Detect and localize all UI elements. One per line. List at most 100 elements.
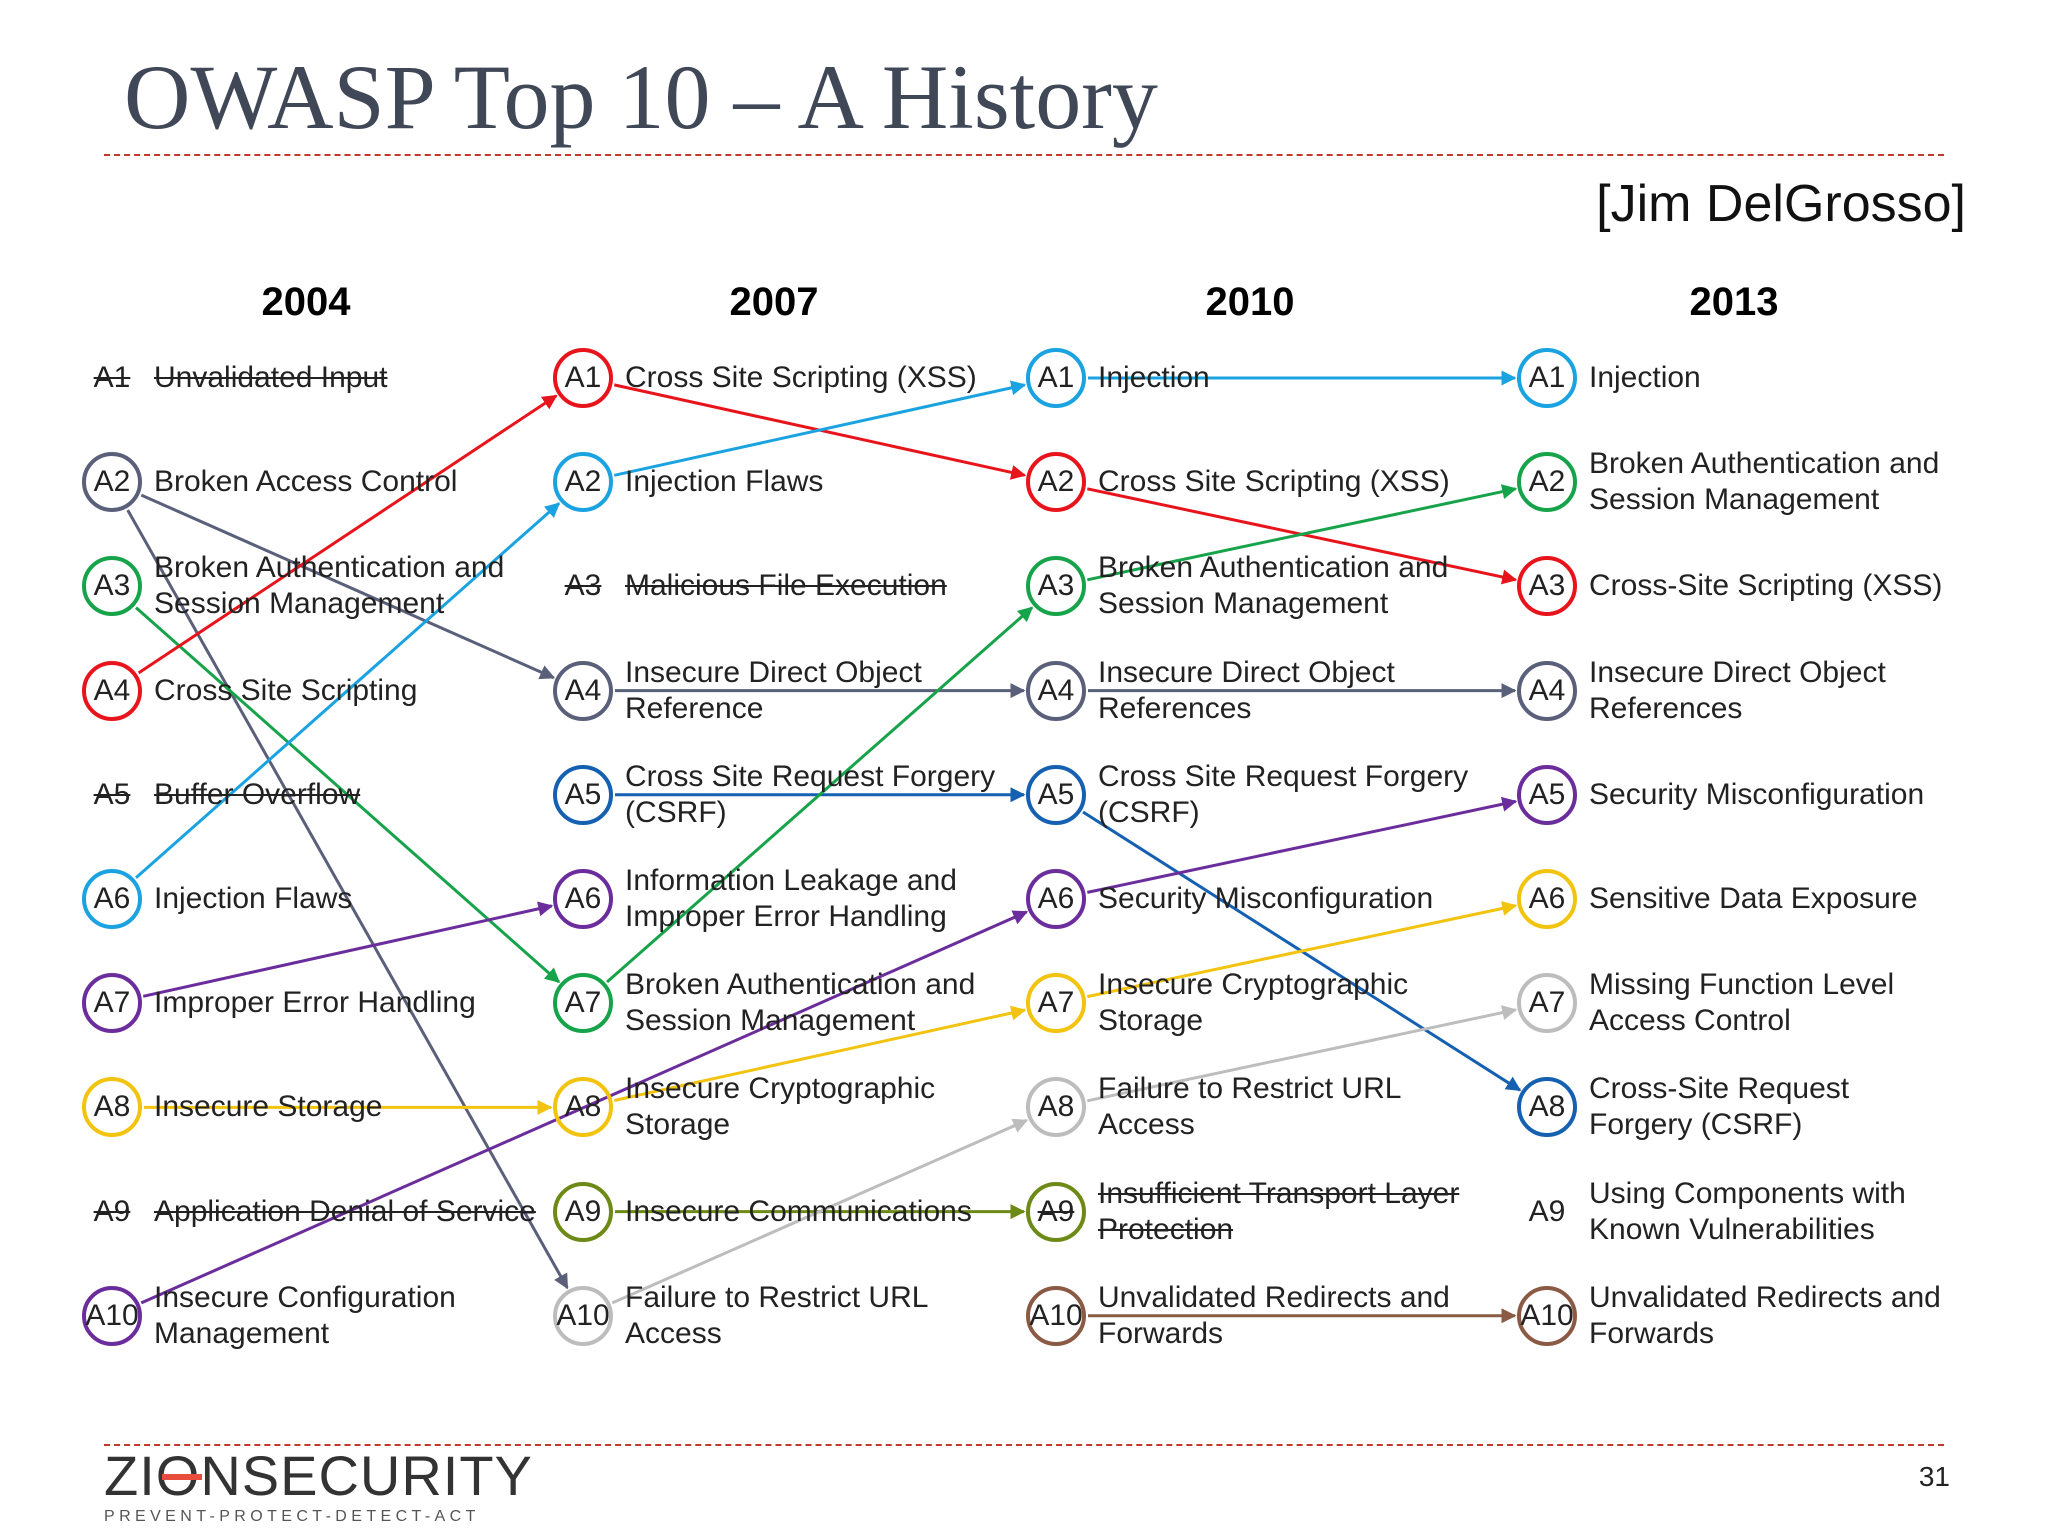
arrow-2007-a10-to-2010-a8 (611, 1118, 1029, 1305)
risk-label-2004-a1: Unvalidated Input (154, 361, 388, 394)
rank-badge-2007-a9: A9 (553, 1181, 613, 1242)
rank-badge-2004-a10: A10 (82, 1285, 142, 1346)
rank-badge-2010-a9: A9 (1026, 1181, 1086, 1242)
rank-badge-2013-a1: A1 (1517, 348, 1577, 408)
risk-label-2013-a4-line2: References (1589, 691, 1743, 725)
arrow-2010-a3-to-2013-a2 (1086, 484, 1518, 582)
risk-label-2010-a4-line2: References (1098, 691, 1252, 725)
bottom-divider (104, 1444, 1944, 1446)
rank-code-2004-a5: A5 (93, 777, 131, 811)
risk-label-2013-a10-line1: Unvalidated Redirects and (1589, 1280, 1941, 1314)
rank-badge-2010-a10: A10 (1026, 1285, 1086, 1346)
risk-label-2007-a6-line2: Improper Error Handling (625, 900, 947, 933)
risk-label-2010-a10-line1: Unvalidated Redirects and (1098, 1280, 1450, 1314)
risk-label-2007-a5-line1: Cross Site Request Forgery (625, 759, 996, 793)
risk-label-2013-a7-line1: Missing Function Level (1589, 968, 1895, 1002)
risk-label-2013-a3: Cross-Site Scripting (XSS) (1589, 569, 1943, 603)
arrow-2004-a2-to-2007-a4 (140, 493, 556, 680)
risk-label-2004-a10-line2: Management (154, 1316, 330, 1350)
risk-label-2007-a10-line1: Failure to Restrict URL (625, 1280, 929, 1314)
risk-label-2004-a4: Cross Site Scripting (154, 673, 418, 707)
top-divider (104, 154, 1944, 156)
rank-badge-2007-a5: A5 (553, 764, 613, 825)
risk-label-2010-a5-line2: (CSRF) (1098, 795, 1200, 829)
rank-badge-2010-a6: A6 (1026, 869, 1086, 929)
rank-badge-2007-a2: A2 (553, 452, 613, 513)
risk-label-2010-a7-line2: Storage (1098, 1004, 1204, 1038)
risk-label-2013-a5: Security Misconfiguration (1589, 777, 1925, 811)
risk-label-2007-a10-line2: Access (625, 1316, 722, 1350)
rank-badge-2013-a8: A8 (1517, 1077, 1577, 1138)
year-heading-2013: 2013 (1689, 280, 1779, 324)
rank-code-2013-a9: A9 (1528, 1194, 1566, 1228)
risk-label-2010-a8-line2: Access (1098, 1108, 1195, 1142)
rank-badge-2013-a5: A5 (1517, 764, 1577, 825)
risk-label-2004-a3-line1: Broken Authentication and (154, 551, 505, 585)
arrow-2004-a4-to-2007-a1 (137, 394, 558, 675)
rank-badge-2007-a8: A8 (553, 1077, 613, 1138)
rank-badge-2007-a6: A6 (553, 869, 613, 929)
rank-badge-2004-a6: A6 (82, 869, 142, 929)
year-heading-2007: 2007 (729, 280, 819, 324)
risk-label-2013-a10-line2: Forwards (1589, 1316, 1715, 1350)
risk-label-2004-a3-line2: Session Management (154, 587, 445, 621)
arrow-2004-a7-to-2007-a6 (142, 901, 554, 998)
risk-label-2007-a4-line2: Reference (625, 691, 764, 725)
rank-badge-2007-a10: A10 (553, 1285, 613, 1346)
risk-label-2013-a7-line2: Access Control (1589, 1004, 1791, 1038)
risk-label-2010-a3-line1: Broken Authentication and (1098, 551, 1449, 585)
risk-label-2004-a7: Improper Error Handling (154, 986, 476, 1020)
arrow-2004-a6-to-2007-a2 (135, 502, 561, 879)
rank-badge-2010-a7: A7 (1026, 973, 1086, 1034)
rank-badge-2010-a5: A5 (1026, 764, 1086, 825)
risk-label-2010-a5-line1: Cross Site Request Forgery (1098, 759, 1469, 793)
arrow-2004-a2-to-2007-a10 (126, 509, 569, 1290)
risk-label-2004-a8: Insecure Storage (154, 1090, 383, 1124)
arrow-2010-a7-to-2013-a6 (1086, 901, 1518, 999)
year-heading-2004: 2004 (261, 280, 351, 324)
risk-label-2010-a1: Injection (1098, 361, 1210, 394)
risk-label-2007-a2: Injection Flaws (625, 465, 824, 499)
risk-label-2010-a3-line2: Session Management (1098, 587, 1389, 621)
rank-badge-2010-a8: A8 (1026, 1077, 1086, 1138)
risk-label-2010-a7-line1: Insecure Cryptographic (1098, 968, 1409, 1002)
risk-label-2004-a6: Injection Flaws (154, 882, 353, 915)
risk-label-2004-a2: Broken Access Control (154, 465, 458, 499)
page-title: OWASP Top 10 – A History (124, 46, 1158, 148)
risk-label-2010-a2: Cross Site Scripting (XSS) (1098, 465, 1450, 499)
rank-badge-2004-a4: A4 (82, 660, 142, 721)
risk-label-2007-a8-line1: Insecure Cryptographic (625, 1072, 936, 1106)
risk-label-2007-a8-line2: Storage (625, 1108, 731, 1142)
rank-badge-2013-a7: A7 (1517, 973, 1577, 1034)
risk-label-2007-a3: Malicious File Execution (625, 569, 947, 603)
rank-code-2004-a9: A9 (93, 1194, 131, 1228)
zionsecurity-logo: ZIONSECURITY PREVENT-PROTECT-DETECT-ACT (104, 1448, 584, 1526)
rank-badge-2013-a6: A6 (1517, 869, 1577, 929)
risk-label-2010-a8-line1: Failure to Restrict URL (1098, 1072, 1402, 1106)
risk-label-2013-a9-line2: Known Vulnerabilities (1589, 1212, 1875, 1246)
risk-label-2007-a5-line2: (CSRF) (625, 795, 727, 829)
logo-accent-bar (162, 1474, 202, 1480)
arrow-2010-a6-to-2013-a5 (1086, 796, 1518, 894)
rank-badge-2004-a3: A3 (82, 556, 142, 617)
rank-badge-2004-a8: A8 (82, 1077, 142, 1138)
rank-badge-2004-a7: A7 (82, 973, 142, 1034)
risk-label-2013-a9-line1: Using Components with (1589, 1176, 1906, 1210)
year-heading-2010: 2010 (1205, 280, 1295, 324)
risk-label-2013-a1: Injection (1589, 361, 1701, 394)
rank-badge-2010-a4: A4 (1026, 660, 1086, 721)
rank-badge-2007-a4: A4 (553, 660, 613, 721)
risk-label-2007-a6-line1: Information Leakage and (625, 864, 957, 897)
risk-label-2013-a8-line2: Forgery (CSRF) (1589, 1108, 1803, 1142)
rank-badge-2010-a2: A2 (1026, 452, 1086, 513)
rank-badge-2013-a10: A10 (1517, 1285, 1577, 1346)
rank-badge-2010-a1: A1 (1026, 348, 1086, 408)
risk-label-2010-a6: Security Misconfiguration (1098, 882, 1434, 915)
rank-badge-2007-a1: A1 (553, 348, 613, 408)
risk-label-2004-a5: Buffer Overflow (154, 777, 361, 811)
risk-label-2013-a4-line1: Insecure Direct Object (1589, 655, 1886, 689)
author-credit: [Jim DelGrosso] (1596, 175, 1966, 233)
risk-label-2010-a9-line2: Protection (1098, 1212, 1234, 1246)
risk-label-2007-a7-line2: Session Management (625, 1004, 916, 1038)
